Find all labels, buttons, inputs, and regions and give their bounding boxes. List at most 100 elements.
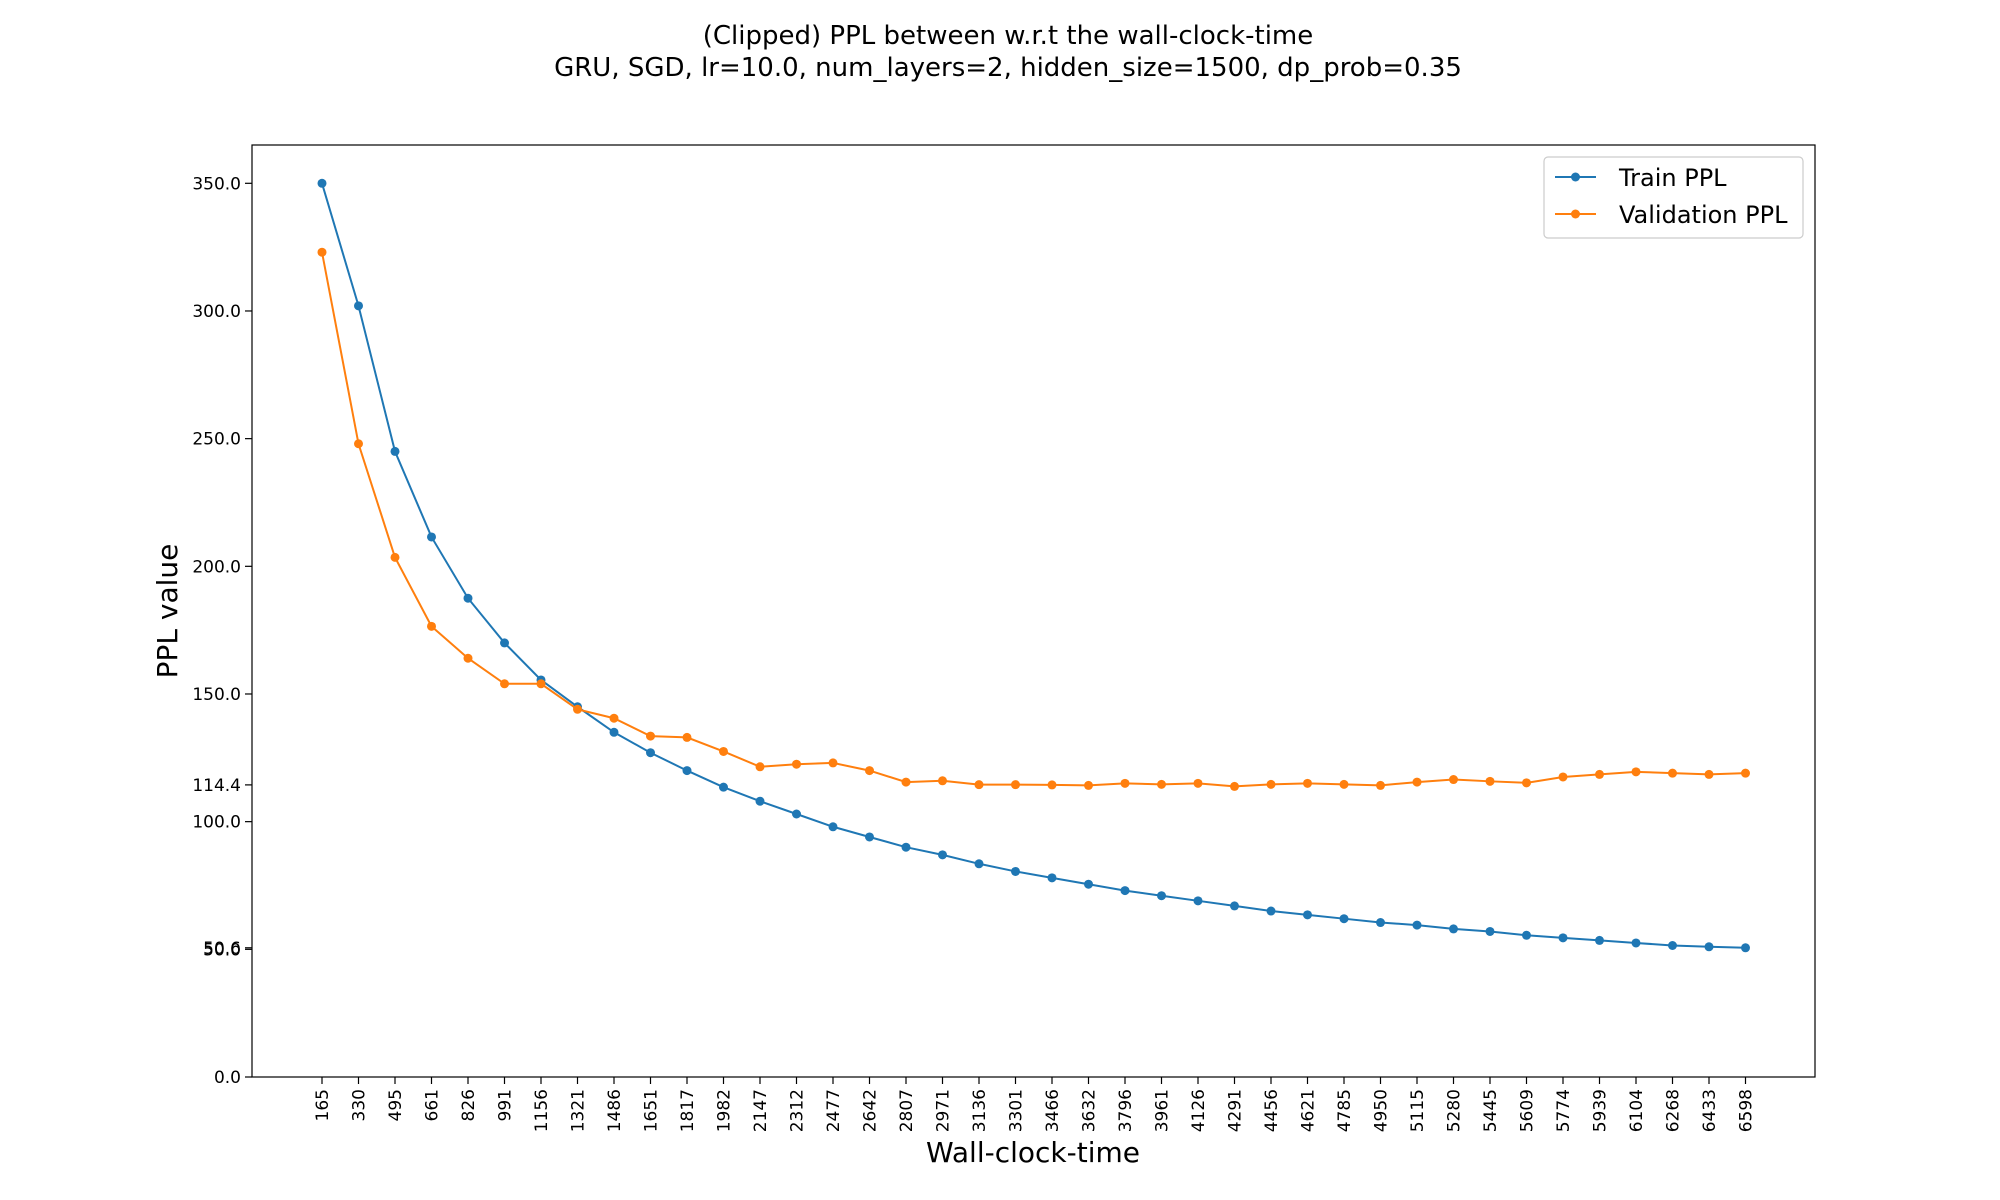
series-line-validation-ppl — [321, 252, 1746, 788]
series-train-ppl — [317, 178, 1750, 953]
x-axis-label: Wall-clock-time — [926, 1136, 1140, 1169]
x-tick-label: 3136 — [970, 1089, 990, 1132]
data-point-train-ppl — [609, 727, 619, 737]
data-point-train-ppl — [974, 859, 984, 869]
x-tick-label: 165 — [313, 1089, 333, 1121]
data-point-validation-ppl — [1120, 778, 1130, 788]
data-point-validation-ppl — [1193, 778, 1203, 788]
data-point-validation-ppl — [901, 777, 911, 787]
data-point-train-ppl — [1558, 933, 1568, 943]
y-tick-label: 200.0 — [192, 557, 241, 577]
data-point-train-ppl — [427, 532, 436, 542]
data-point-validation-ppl — [463, 653, 473, 663]
x-tick-label: 2642 — [861, 1089, 881, 1132]
x-tick-label: 5115 — [1408, 1089, 1428, 1132]
data-point-train-ppl — [1339, 914, 1349, 924]
legend-box — [1543, 156, 1804, 239]
data-point-validation-ppl — [646, 731, 655, 741]
legend: Train PPL Validation PPL — [1543, 156, 1804, 239]
data-point-validation-ppl — [719, 746, 728, 756]
legend-entry-train: Train PPL — [1555, 164, 1727, 192]
x-tick-label: 1321 — [569, 1089, 589, 1132]
x-tick-label: 5445 — [1481, 1089, 1501, 1132]
data-point-train-ppl — [828, 822, 838, 832]
data-point-validation-ppl — [1668, 768, 1677, 778]
data-point-validation-ppl — [1704, 769, 1714, 779]
data-point-train-ppl — [1449, 924, 1458, 934]
x-tick-label: 2971 — [934, 1089, 954, 1132]
data-point-validation-ppl — [1376, 780, 1385, 790]
data-point-train-ppl — [1522, 930, 1531, 940]
x-tick-label: 1156 — [532, 1089, 552, 1132]
data-point-train-ppl — [1631, 938, 1641, 948]
data-point-validation-ppl — [390, 552, 400, 562]
x-tick-label: 6104 — [1627, 1089, 1647, 1132]
x-tick-label: 3961 — [1153, 1089, 1173, 1132]
data-point-validation-ppl — [1266, 779, 1276, 789]
y-tick-label: 0.0 — [214, 1068, 241, 1088]
y-tick-label: 350.0 — [192, 174, 241, 194]
data-point-validation-ppl — [500, 679, 509, 689]
data-point-validation-ppl — [1230, 781, 1239, 791]
x-tick-label: 3632 — [1080, 1089, 1100, 1132]
y-tick-label: 250.0 — [192, 430, 241, 450]
chart-title: (Clipped) PPL between w.r.t the wall-clo… — [703, 21, 1314, 51]
x-tick-label: 5939 — [1591, 1089, 1611, 1132]
data-point-validation-ppl — [1595, 769, 1604, 779]
data-point-train-ppl — [1193, 896, 1203, 906]
legend-swatch-validation-marker — [1571, 209, 1580, 219]
y-tick-label: 50.0 — [203, 940, 241, 960]
chart-subtitle: GRU, SGD, lr=10.0, num_layers=2, hidden_… — [554, 53, 1462, 83]
data-point-validation-ppl — [1412, 777, 1422, 787]
data-point-train-ppl — [1668, 940, 1677, 950]
data-point-train-ppl — [1047, 873, 1057, 883]
data-point-validation-ppl — [1157, 779, 1166, 789]
y-axis-ticks: 0.0 50.050.6 100.0 114.4 150.0 200.0 250.0 300.… — [192, 174, 252, 1088]
data-point-validation-ppl — [354, 439, 363, 449]
x-tick-label: 6598 — [1737, 1089, 1757, 1132]
legend-swatch-train-marker — [1571, 172, 1580, 182]
x-tick-label: 826 — [459, 1089, 479, 1121]
data-point-validation-ppl — [427, 621, 436, 631]
data-point-train-ppl — [755, 796, 765, 806]
data-point-validation-ppl — [755, 762, 765, 772]
x-tick-label: 1486 — [605, 1089, 625, 1132]
data-point-validation-ppl — [682, 732, 692, 742]
data-point-validation-ppl — [865, 766, 874, 776]
y-tick-label: 100.0 — [192, 813, 241, 833]
x-tick-label: 5280 — [1445, 1089, 1465, 1132]
data-point-train-ppl — [1230, 901, 1239, 911]
x-tick-label: 4621 — [1299, 1089, 1319, 1132]
legend-label-train: Train PPL — [1618, 164, 1727, 192]
data-point-train-ppl — [1485, 926, 1495, 936]
data-point-train-ppl — [317, 178, 327, 188]
y-axis-label: PPL value — [151, 544, 184, 679]
data-point-validation-ppl — [1303, 778, 1312, 788]
x-tick-label: 2312 — [788, 1089, 808, 1132]
data-point-validation-ppl — [317, 247, 327, 257]
x-tick-label: 330 — [350, 1089, 370, 1121]
x-axis-ticks: 165 330 495 661 826 991 1156 1321 1486 1651 1817 19… — [313, 1077, 1757, 1132]
data-point-train-ppl — [463, 593, 473, 603]
data-point-train-ppl — [1376, 918, 1385, 928]
data-point-validation-ppl — [1011, 780, 1020, 790]
data-point-train-ppl — [646, 748, 655, 758]
x-tick-label: 4126 — [1189, 1089, 1209, 1132]
x-tick-label: 5774 — [1554, 1089, 1574, 1132]
y-tick-label: 150.0 — [192, 685, 241, 705]
series-layer — [317, 178, 1750, 953]
data-point-validation-ppl — [938, 776, 947, 786]
plot-area-frame — [251, 144, 1816, 1078]
data-point-validation-ppl — [1741, 768, 1750, 778]
data-point-validation-ppl — [1047, 780, 1057, 790]
data-point-validation-ppl — [573, 704, 582, 714]
x-tick-label: 1982 — [715, 1089, 735, 1132]
x-tick-label: 4456 — [1262, 1089, 1282, 1132]
data-point-validation-ppl — [1558, 772, 1568, 782]
x-tick-label: 2807 — [897, 1089, 917, 1132]
data-point-train-ppl — [1741, 943, 1750, 953]
data-point-train-ppl — [354, 301, 363, 311]
y-tick-label: 300.0 — [192, 302, 241, 322]
x-tick-label: 5609 — [1518, 1089, 1538, 1132]
